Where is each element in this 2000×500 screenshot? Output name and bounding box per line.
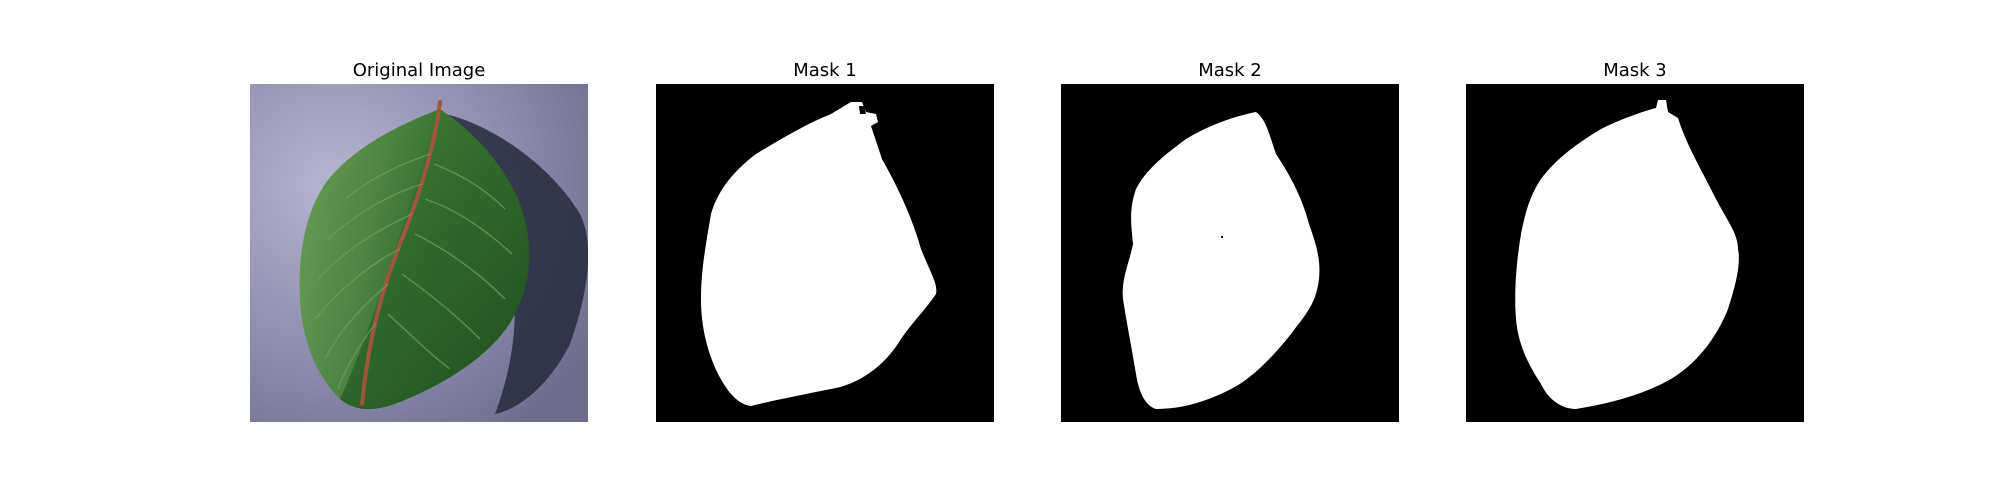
panel-title: Mask 2 xyxy=(1198,60,1262,81)
mask-2-image xyxy=(1061,84,1399,422)
leaf-midrib xyxy=(360,100,442,406)
mask-3-leaf-region xyxy=(1515,100,1739,409)
leaf-veins xyxy=(314,153,513,390)
panel-mask-2: Mask 2 xyxy=(1061,58,1399,422)
leaf-highlight xyxy=(299,109,440,399)
mask-2-leaf-region xyxy=(1122,112,1320,409)
panel-title: Original Image xyxy=(352,60,486,81)
panel-mask-1: Mask 1 xyxy=(656,58,994,422)
panel-title: Mask 1 xyxy=(793,60,857,81)
mask-3-image xyxy=(1466,84,1804,422)
original-leaf-image xyxy=(250,84,588,422)
panel-mask-3: Mask 3 xyxy=(1466,58,1804,422)
mask-1-leaf-region xyxy=(701,102,937,406)
panel-original-image: Original Image xyxy=(250,58,588,422)
panel-title: Mask 3 xyxy=(1603,60,1667,81)
mask-2-speck xyxy=(1221,236,1223,238)
mask-1-image xyxy=(656,84,994,422)
mask-1-hole xyxy=(859,106,866,114)
